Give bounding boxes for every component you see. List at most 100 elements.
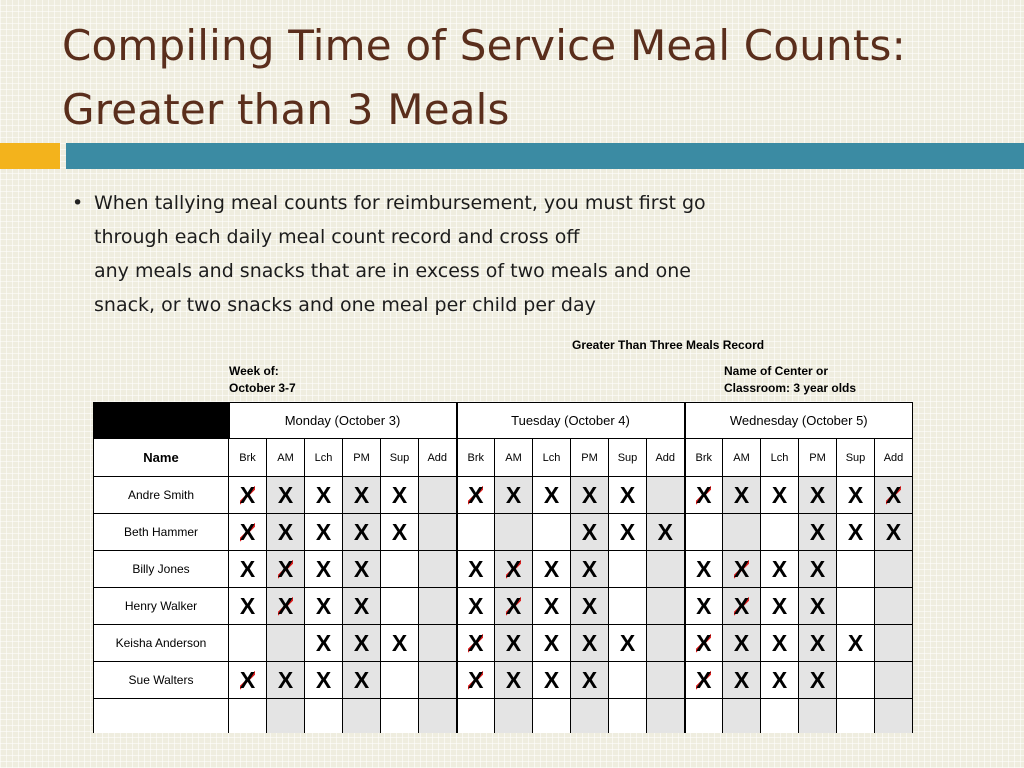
meal-cell: X bbox=[494, 550, 533, 588]
meal-mark: X bbox=[581, 629, 598, 656]
meal-cell bbox=[836, 698, 875, 733]
meal-cell: X bbox=[798, 476, 837, 514]
day-header-monday: Monday (October 3) bbox=[227, 402, 457, 439]
meal-cell bbox=[836, 550, 875, 588]
meal-mark: X bbox=[809, 481, 826, 508]
meal-cell bbox=[608, 698, 647, 733]
bullet-line: through each daily meal count record and… bbox=[94, 226, 580, 248]
meal-mark: X bbox=[315, 666, 332, 693]
meal-cell: X bbox=[683, 624, 723, 662]
meal-cell bbox=[380, 587, 419, 625]
meal-cell bbox=[836, 587, 875, 625]
meal-mark: X bbox=[505, 629, 522, 656]
meal-cell: X bbox=[228, 587, 267, 625]
meal-mark: X bbox=[505, 481, 522, 508]
meal-cell: X bbox=[608, 476, 647, 514]
meal-cell bbox=[494, 698, 533, 733]
meal-cell: X bbox=[494, 476, 533, 514]
meal-cell bbox=[455, 513, 495, 551]
meal-cell bbox=[874, 661, 913, 699]
meal-column-header: PM bbox=[798, 438, 837, 477]
child-name: Sue Walters bbox=[93, 661, 229, 699]
crossed-off-meal-mark: X bbox=[505, 555, 522, 582]
meal-cell: X bbox=[455, 550, 495, 588]
meal-mark: X bbox=[581, 481, 598, 508]
meal-cell: X bbox=[760, 587, 799, 625]
meal-cell: X bbox=[532, 661, 571, 699]
meal-mark: X bbox=[771, 629, 788, 656]
meal-cell bbox=[418, 624, 457, 662]
meal-cell bbox=[608, 587, 647, 625]
meal-cell: X bbox=[342, 476, 381, 514]
meal-column-header: Sup bbox=[836, 438, 875, 477]
meal-cell bbox=[418, 661, 457, 699]
meal-column-header: AM bbox=[494, 438, 533, 477]
meal-cell: X bbox=[798, 587, 837, 625]
meal-cell: X bbox=[380, 624, 419, 662]
meal-cell: X bbox=[836, 476, 875, 514]
meal-cell bbox=[418, 698, 457, 733]
meal-column-header: Add bbox=[418, 438, 457, 477]
meal-mark: X bbox=[581, 666, 598, 693]
bullet-line: any meals and snacks that are in excess … bbox=[94, 260, 691, 282]
meal-cell bbox=[228, 624, 267, 662]
meal-cell: X bbox=[532, 624, 571, 662]
crossed-off-meal-mark: X bbox=[277, 592, 294, 619]
meal-mark: X bbox=[809, 518, 826, 545]
week-of: Week of: October 3-7 bbox=[229, 363, 296, 397]
meal-cell bbox=[455, 698, 495, 733]
meal-mark: X bbox=[809, 629, 826, 656]
meal-cell: X bbox=[798, 661, 837, 699]
meal-cell bbox=[418, 587, 457, 625]
meal-mark: X bbox=[353, 592, 370, 619]
meal-cell: X bbox=[683, 661, 723, 699]
meal-cell: X bbox=[683, 587, 723, 625]
meal-mark: X bbox=[771, 592, 788, 619]
empty-row bbox=[93, 698, 913, 733]
meal-cell bbox=[646, 624, 685, 662]
meal-cell: X bbox=[228, 661, 267, 699]
meal-mark: X bbox=[581, 592, 598, 619]
accent-bar-teal bbox=[66, 143, 1024, 169]
meal-cell: X bbox=[570, 476, 609, 514]
meal-cell bbox=[608, 550, 647, 588]
meal-cell: X bbox=[266, 476, 305, 514]
meal-cell: X bbox=[798, 624, 837, 662]
meal-cell: X bbox=[304, 550, 343, 588]
week-value: October 3-7 bbox=[229, 381, 296, 395]
meal-cell bbox=[874, 550, 913, 588]
meal-cell: X bbox=[760, 661, 799, 699]
crossed-off-meal-mark: X bbox=[468, 629, 484, 656]
crossed-off-meal-mark: X bbox=[885, 481, 902, 508]
meal-mark: X bbox=[353, 555, 370, 582]
meal-cell bbox=[836, 661, 875, 699]
center-label: Name of Center or bbox=[724, 364, 829, 378]
meal-mark: X bbox=[847, 518, 864, 545]
meal-cell: X bbox=[570, 587, 609, 625]
meal-cell: X bbox=[342, 661, 381, 699]
meal-cell: X bbox=[532, 476, 571, 514]
meal-mark: X bbox=[543, 666, 560, 693]
meal-mark: X bbox=[391, 629, 408, 656]
meal-cell: X bbox=[874, 513, 913, 551]
meal-mark: X bbox=[619, 629, 636, 656]
meal-mark: X bbox=[315, 592, 332, 619]
week-label: Week of: bbox=[229, 364, 279, 378]
meal-mark: X bbox=[809, 666, 826, 693]
center-value: Classroom: 3 year olds bbox=[724, 381, 857, 395]
meal-cell: X bbox=[266, 587, 305, 625]
meal-mark: X bbox=[353, 666, 370, 693]
meal-cell bbox=[228, 698, 267, 733]
meal-cell: X bbox=[570, 624, 609, 662]
meal-mark: X bbox=[315, 518, 332, 545]
meal-column-header: Add bbox=[646, 438, 685, 477]
meal-mark: X bbox=[771, 481, 788, 508]
meal-cell: X bbox=[380, 513, 419, 551]
meal-mark: X bbox=[277, 518, 294, 545]
child-name: Keisha Anderson bbox=[93, 624, 229, 662]
meal-mark: X bbox=[619, 481, 636, 508]
meal-column-header: Lch bbox=[760, 438, 799, 477]
meal-cell: X bbox=[380, 476, 419, 514]
meal-mark: X bbox=[733, 629, 750, 656]
meal-cell bbox=[380, 698, 419, 733]
